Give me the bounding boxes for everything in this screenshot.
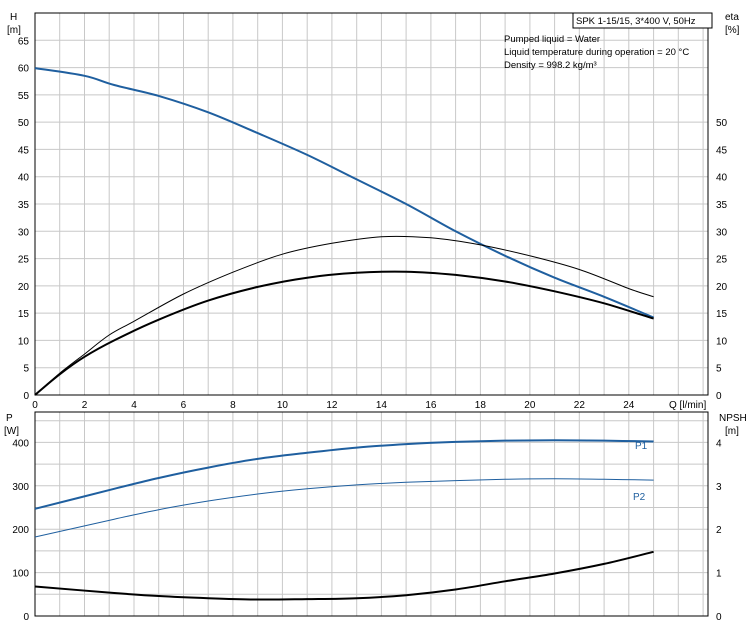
h-tick-label: 5 xyxy=(23,364,29,375)
h-tick-label: 40 xyxy=(18,173,30,184)
h-tick-label: 25 xyxy=(18,255,30,266)
x-tick-label: 4 xyxy=(131,400,137,411)
x-tick-label: 0 xyxy=(32,400,38,411)
h-axis-label: H xyxy=(10,12,17,23)
eta-tick-label: 35 xyxy=(716,200,728,211)
x-tick-label: 10 xyxy=(277,400,289,411)
h-tick-label: 55 xyxy=(18,91,30,102)
eta-tick-label: 20 xyxy=(716,282,728,293)
eta-tick-label: 15 xyxy=(716,309,728,320)
h-tick-label: 15 xyxy=(18,309,30,320)
upper-plot-frame xyxy=(34,12,709,396)
grid xyxy=(35,13,708,616)
h-tick-label: 10 xyxy=(18,336,30,347)
info-liquid-temperature: Liquid temperature during operation = 20… xyxy=(504,47,689,58)
plot-frames xyxy=(34,12,709,617)
x-tick-label: 24 xyxy=(623,400,635,411)
curves xyxy=(34,67,654,601)
eta-tick-label: 0 xyxy=(716,391,722,402)
efficiency-curve-thin xyxy=(34,235,654,396)
p-axis-label: P xyxy=(6,413,13,424)
x-tick-label: 22 xyxy=(574,400,586,411)
h-tick-label: 35 xyxy=(18,200,30,211)
x-tick-label: 12 xyxy=(326,400,338,411)
eta-tick-label: 50 xyxy=(716,118,728,129)
npsh-axis-label: NPSH xyxy=(719,413,747,424)
eta-tick-label: 10 xyxy=(716,336,728,347)
p-tick-label: 400 xyxy=(12,438,29,449)
h-tick-label: 65 xyxy=(18,36,30,47)
x-tick-label: 6 xyxy=(181,400,187,411)
eta-tick-label: 5 xyxy=(716,364,722,375)
p-tick-label: 0 xyxy=(23,612,29,623)
npsh-tick-label: 0 xyxy=(716,612,722,623)
power-curve-p1 xyxy=(34,439,654,510)
lower-plot-frame xyxy=(34,411,709,617)
npsh-tick-label: 1 xyxy=(716,569,722,580)
p-tick-label: 200 xyxy=(12,525,29,536)
npsh-tick-label: 2 xyxy=(716,525,722,536)
q-axis-label: Q [l/min] xyxy=(669,400,706,411)
h-tick-label: 0 xyxy=(23,391,29,402)
head-curve xyxy=(34,67,654,319)
eta-tick-label: 25 xyxy=(716,255,728,266)
info-density: Density = 998.2 kg/m³ xyxy=(504,60,597,71)
eta-tick-label: 30 xyxy=(716,227,728,238)
eta-tick-label: 40 xyxy=(716,173,728,184)
series-label-p1: P1 xyxy=(635,441,648,452)
npsh-curve xyxy=(34,550,654,601)
h-tick-label: 60 xyxy=(18,64,30,75)
npsh-tick-label: 3 xyxy=(716,482,722,493)
power-curve-p2 xyxy=(34,478,654,538)
series-label-p2: P2 xyxy=(633,492,646,503)
p-axis-unit: [W] xyxy=(4,426,19,437)
p-tick-label: 100 xyxy=(12,569,29,580)
chart-title: SPK 1-15/15, 3*400 V, 50Hz xyxy=(576,16,696,27)
efficiency-curve-bold xyxy=(34,270,654,396)
h-tick-label: 50 xyxy=(18,118,30,129)
x-tick-label: 16 xyxy=(425,400,437,411)
p-tick-label: 300 xyxy=(12,482,29,493)
chart-title-box xyxy=(572,12,713,29)
x-tick-label: 14 xyxy=(376,400,388,411)
h-tick-label: 45 xyxy=(18,145,30,156)
x-tick-label: 8 xyxy=(230,400,236,411)
h-tick-label: 30 xyxy=(18,227,30,238)
eta-tick-label: 45 xyxy=(716,145,728,156)
tick-labels: 0 2 4 6 8 10 12 14 16 18 20 22 240510152025303540455… xyxy=(12,36,727,623)
npsh-axis-unit: [m] xyxy=(725,426,739,437)
x-tick-label: 18 xyxy=(475,400,487,411)
eta-axis-unit: [%] xyxy=(725,25,740,36)
info-pumped-liquid: Pumped liquid = Water xyxy=(504,34,600,45)
x-tick-label: 20 xyxy=(524,400,536,411)
h-tick-label: 20 xyxy=(18,282,30,293)
h-axis-unit: [m] xyxy=(7,25,21,36)
eta-axis-label: eta xyxy=(725,12,739,23)
x-tick-label: 2 xyxy=(82,400,88,411)
npsh-tick-label: 4 xyxy=(716,438,722,449)
